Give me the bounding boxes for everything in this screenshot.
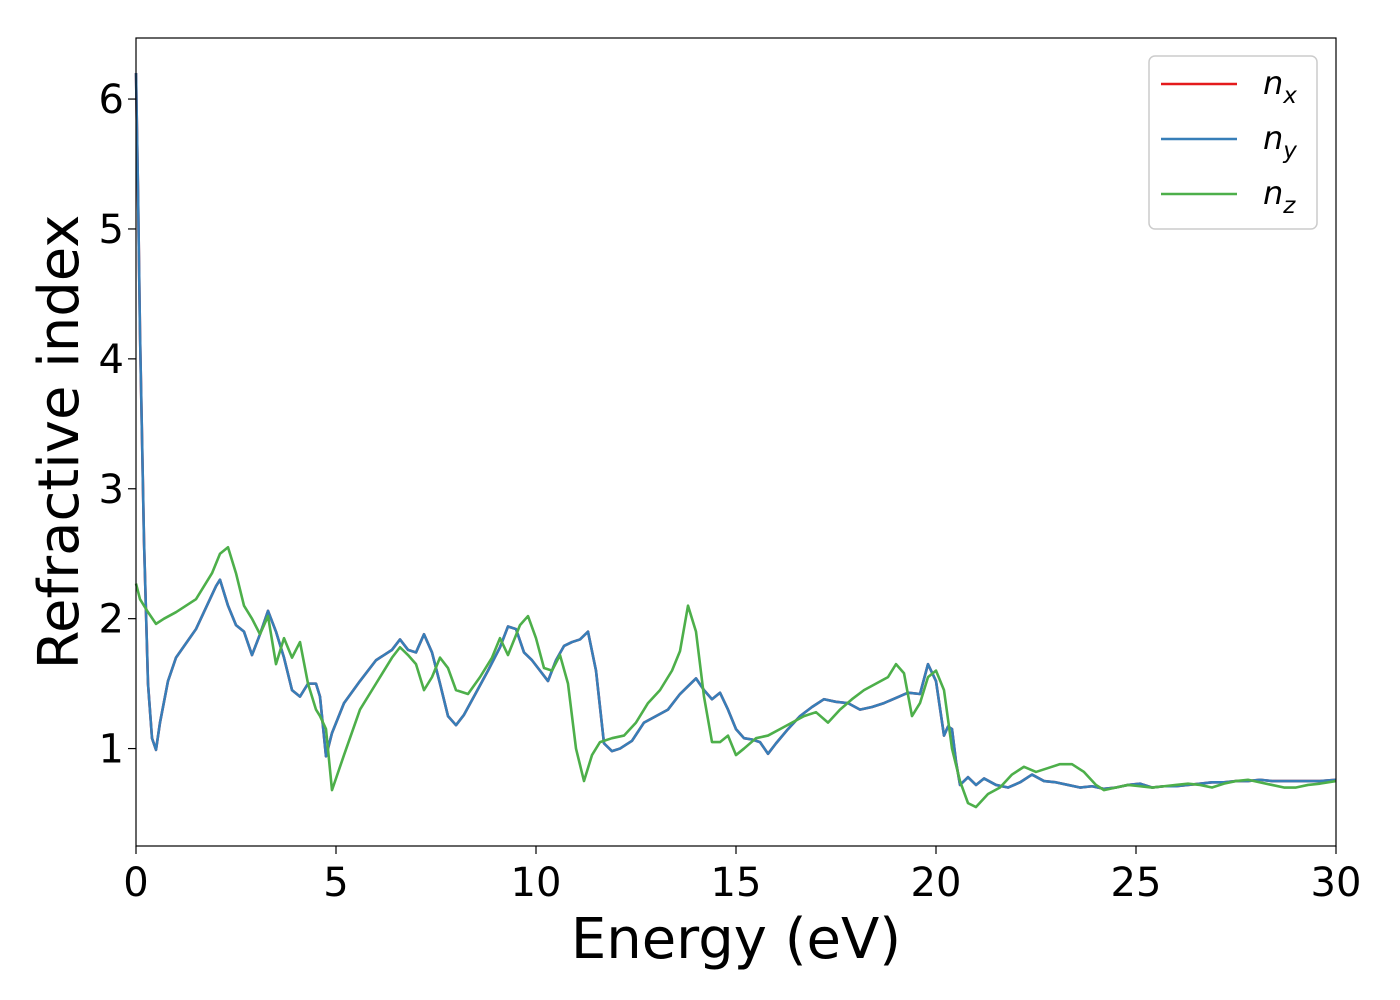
y-axis-label: Refractive index	[27, 215, 92, 670]
legend-box	[1148, 55, 1318, 230]
y-tick-label: 3	[99, 467, 124, 513]
series-layer	[134, 73, 1337, 809]
y-axis-ticks: 1 2 3 4 5 6	[99, 77, 136, 773]
x-axis-ticks: 0 5 10 15 20 25 30	[123, 846, 1361, 906]
y-tick-label: 2	[99, 597, 124, 643]
x-axis-label: Energy (eV)	[571, 907, 901, 972]
y-tick-label: 5	[99, 207, 124, 253]
x-tick-label: 20	[911, 860, 962, 906]
x-tick-label: 5	[323, 860, 348, 906]
x-tick-label: 10	[511, 860, 562, 906]
x-tick-label: 25	[1111, 860, 1162, 906]
x-tick-label: 30	[1311, 860, 1362, 906]
x-tick-label: 15	[711, 860, 762, 906]
y-tick-label: 6	[99, 77, 124, 123]
y-tick-label: 1	[99, 727, 124, 773]
series-line-y	[134, 73, 1337, 791]
series-line-z	[134, 545, 1337, 809]
x-tick-label: 0	[123, 860, 148, 906]
y-tick-label: 4	[99, 337, 124, 383]
